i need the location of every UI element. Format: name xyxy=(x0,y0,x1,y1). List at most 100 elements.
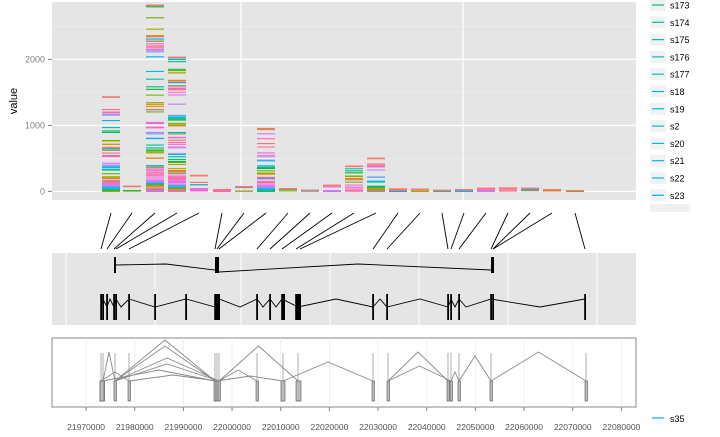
connector-line xyxy=(216,212,245,250)
legend-label: s177 xyxy=(670,70,690,80)
legend-label: s176 xyxy=(670,52,690,62)
junction-arc xyxy=(450,370,460,382)
bar-group xyxy=(213,188,231,192)
exon-block xyxy=(492,294,494,320)
legend-fade xyxy=(650,204,690,212)
y-axis-label: value xyxy=(8,88,20,114)
bar-group xyxy=(235,186,253,192)
x-axis-ticks: 21970000 21980000 21990000 22000000 22010000… xyxy=(67,407,641,432)
x-tick-label: 22000000 xyxy=(213,422,251,432)
bar-group xyxy=(190,174,208,192)
bar-group xyxy=(301,189,319,192)
exon-block xyxy=(282,294,284,320)
exon-block xyxy=(99,380,105,402)
middle-panel-background xyxy=(52,253,636,325)
exon-block xyxy=(490,294,492,320)
exon-block xyxy=(114,257,116,273)
junction-arc xyxy=(114,357,220,382)
connector-line xyxy=(256,212,289,250)
exon-block xyxy=(113,380,117,402)
connector-line xyxy=(372,212,399,250)
y-tick-label: 1000 xyxy=(25,120,45,130)
connector-line xyxy=(492,212,531,250)
exon-block xyxy=(283,294,285,320)
legend-label: s22 xyxy=(670,174,685,184)
exon-block xyxy=(217,380,221,402)
bar-group xyxy=(102,96,120,192)
connector-line xyxy=(386,212,421,250)
x-tick-label: 22080000 xyxy=(602,422,640,432)
exon-block xyxy=(256,294,258,320)
exon-block xyxy=(584,294,586,320)
connector-line xyxy=(106,212,133,250)
junction-arc xyxy=(128,374,218,382)
top-bar-segments xyxy=(102,4,584,192)
legend-label: s2 xyxy=(670,122,680,132)
bar-group xyxy=(146,4,164,192)
exon-block xyxy=(115,294,117,320)
legend-label: s19 xyxy=(670,104,685,114)
connector-line xyxy=(100,212,112,250)
exon-block xyxy=(215,294,219,320)
exon-block xyxy=(458,294,460,320)
exon-block xyxy=(386,380,390,402)
bar-group xyxy=(433,189,451,192)
bar-group xyxy=(389,188,407,192)
legend-label: s173 xyxy=(670,1,690,11)
bar-group xyxy=(566,189,584,192)
legend-label: s23 xyxy=(670,191,685,201)
junction-arc xyxy=(387,351,449,382)
x-tick-label: 21970000 xyxy=(67,422,105,432)
bottom-gridlines xyxy=(85,338,622,407)
exon-connector-lines xyxy=(100,212,586,250)
exon-block xyxy=(218,294,220,320)
bar-group xyxy=(499,187,517,192)
junction-arc xyxy=(490,351,587,382)
bar-group xyxy=(345,165,363,192)
legend-label: s174 xyxy=(670,18,690,28)
connector-line xyxy=(281,212,333,250)
bar-group xyxy=(521,187,539,192)
legend-label: s21 xyxy=(670,156,685,166)
x-tick-label: 22020000 xyxy=(310,422,348,432)
connector-line xyxy=(492,212,553,250)
exon-block xyxy=(489,380,493,402)
junction-arc xyxy=(387,365,452,382)
junction-arc xyxy=(458,355,492,382)
junction-arc xyxy=(218,345,299,382)
y-axis-ticks: 0 1000 2000 xyxy=(25,54,52,196)
exon-block xyxy=(446,380,450,402)
top-panel-background xyxy=(52,2,636,200)
connector-line xyxy=(450,212,465,250)
connector-line xyxy=(295,212,355,250)
exon-block xyxy=(280,380,286,402)
connector-line xyxy=(441,212,449,250)
bar-group xyxy=(168,56,186,192)
bar-group xyxy=(323,184,341,192)
junction-arc xyxy=(216,375,284,382)
y-tick-label: 2000 xyxy=(25,54,45,64)
bottom-legend-label: s35 xyxy=(670,414,685,424)
bar-group xyxy=(455,188,473,192)
x-tick-label: 22010000 xyxy=(262,422,300,432)
connector-line xyxy=(269,212,311,250)
exon-block xyxy=(449,380,453,402)
connector-line xyxy=(115,212,178,250)
exon-block xyxy=(128,294,130,320)
exon-block xyxy=(584,380,588,402)
y-tick-label: 0 xyxy=(40,186,45,196)
connector-line xyxy=(490,212,509,250)
middle-gridlines xyxy=(65,253,598,325)
bar-group xyxy=(411,188,429,192)
x-tick-label: 22060000 xyxy=(505,422,543,432)
connector-line xyxy=(128,212,200,250)
exon-block xyxy=(450,294,452,320)
junction-arc xyxy=(114,345,216,382)
legend-label: s175 xyxy=(670,35,690,45)
exon-block xyxy=(491,257,494,273)
exon-block xyxy=(269,294,271,320)
connector-line xyxy=(214,212,223,250)
intron-line xyxy=(100,297,586,309)
legend-label: s20 xyxy=(670,139,685,149)
